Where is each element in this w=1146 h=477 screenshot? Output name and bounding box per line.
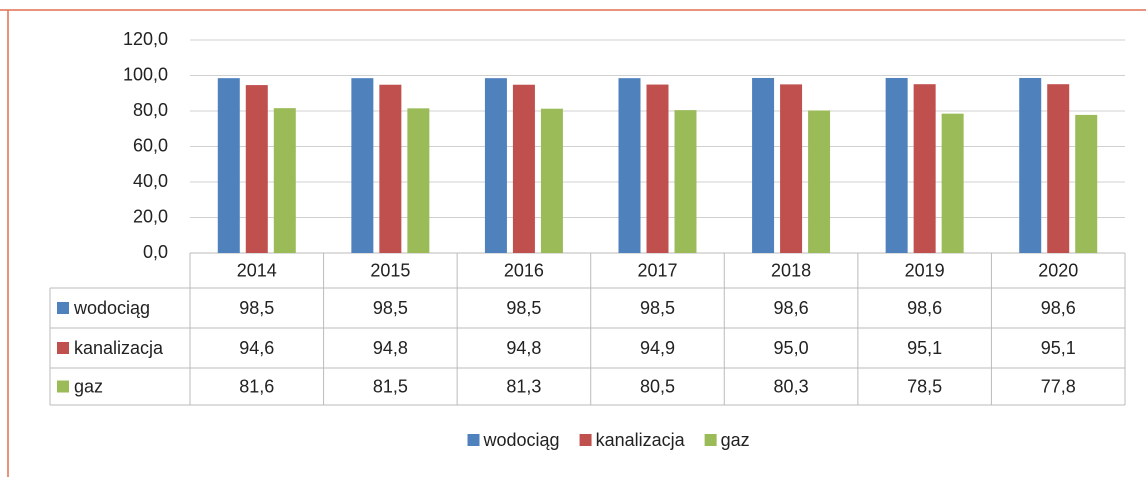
- table-value: 98,5: [506, 298, 541, 318]
- bar: [618, 78, 641, 253]
- table-value: 98,5: [640, 298, 675, 318]
- legend-key: [704, 434, 717, 446]
- table-legend-key: [57, 302, 69, 314]
- y-tick-label: 60,0: [133, 135, 168, 155]
- x-tick-label: 2016: [504, 260, 544, 280]
- bar: [245, 85, 268, 254]
- bar: [273, 108, 296, 253]
- x-tick-label: 2014: [237, 260, 277, 280]
- legend-key: [467, 434, 480, 446]
- legend-key: [579, 434, 592, 446]
- bar: [941, 113, 964, 253]
- table-series-name: wodociąg: [73, 298, 150, 318]
- legend-label: kanalizacja: [596, 430, 686, 450]
- y-tick-label: 100,0: [123, 64, 168, 84]
- bar: [808, 110, 831, 253]
- legend-label: wodociąg: [483, 430, 560, 450]
- y-tick-label: 20,0: [133, 206, 168, 226]
- bar: [484, 78, 507, 253]
- bar: [646, 84, 669, 254]
- bar: [885, 77, 908, 253]
- table-value: 98,6: [907, 298, 942, 318]
- bar: [512, 84, 535, 253]
- table-value: 81,5: [373, 376, 408, 396]
- table-value: 95,0: [774, 338, 809, 358]
- table-value: 98,6: [1041, 298, 1076, 318]
- x-tick-label: 2015: [370, 260, 410, 280]
- table-value: 80,5: [640, 376, 675, 396]
- table-value: 95,1: [907, 338, 942, 358]
- bar: [540, 108, 563, 253]
- y-tick-label: 0,0: [143, 242, 168, 262]
- table-value: 78,5: [907, 376, 942, 396]
- bar: [407, 108, 430, 254]
- table-value: 98,5: [373, 298, 408, 318]
- table-legend-key: [57, 342, 69, 354]
- table-value: 77,8: [1041, 376, 1076, 396]
- table-value: 98,5: [239, 298, 274, 318]
- y-tick-label: 80,0: [133, 100, 168, 120]
- bar: [351, 78, 374, 253]
- table-value: 80,3: [774, 376, 809, 396]
- table-value: 94,8: [506, 338, 541, 358]
- bar: [379, 84, 402, 253]
- bar: [913, 84, 936, 253]
- legend-label: gaz: [721, 430, 750, 450]
- x-tick-label: 2017: [637, 260, 677, 280]
- table-value: 81,6: [239, 376, 274, 396]
- table-value: 95,1: [1041, 338, 1076, 358]
- bar: [217, 78, 240, 253]
- bar: [674, 110, 697, 253]
- table-series-name: kanalizacja: [74, 338, 164, 358]
- table-series-name: gaz: [74, 376, 103, 396]
- x-tick-label: 2020: [1038, 260, 1078, 280]
- table-value: 98,6: [774, 298, 809, 318]
- bar: [1019, 77, 1042, 253]
- bar: [1047, 84, 1070, 253]
- table-legend-key: [57, 380, 69, 393]
- y-tick-label: 120,0: [123, 29, 168, 49]
- bar: [752, 77, 775, 253]
- table-value: 81,3: [506, 376, 541, 396]
- y-tick-label: 40,0: [133, 171, 168, 191]
- table-value: 94,9: [640, 338, 675, 358]
- x-tick-label: 2019: [905, 260, 945, 280]
- bar: [780, 84, 803, 253]
- table-value: 94,8: [373, 338, 408, 358]
- table-value: 94,6: [239, 338, 274, 358]
- x-tick-label: 2018: [771, 260, 811, 280]
- bar: [1075, 114, 1098, 253]
